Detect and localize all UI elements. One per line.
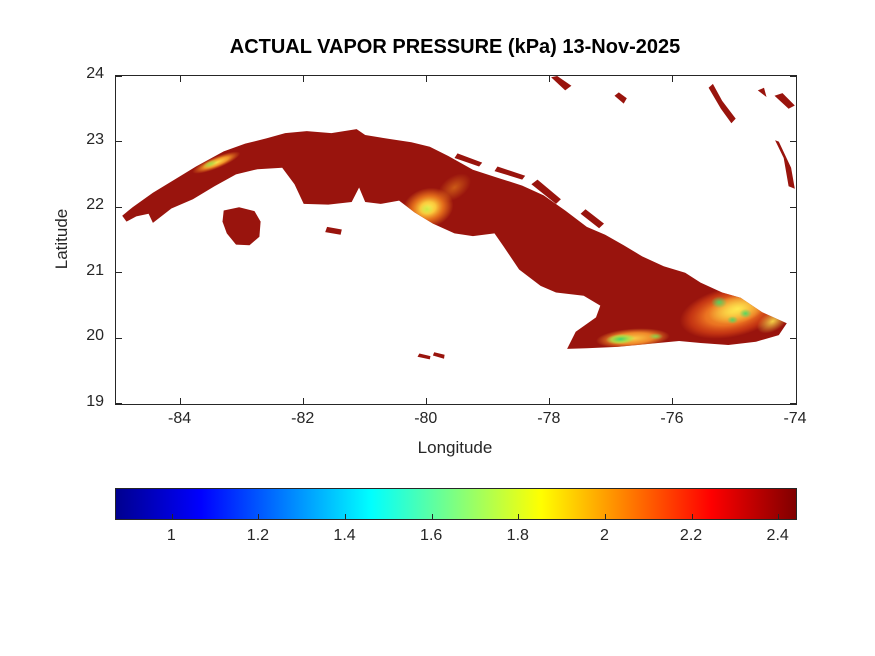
colorbar-tick-mark	[691, 514, 693, 519]
y-tick-mark	[790, 403, 796, 404]
colorbar-tick-label: 2.4	[766, 527, 789, 544]
colorbar-tick-mark	[604, 514, 606, 519]
colorbar-tick-mark	[171, 514, 173, 519]
x-tick-mark	[795, 76, 797, 82]
colorbar-tick-label: 1.4	[333, 527, 356, 544]
y-tick-label: 22	[86, 196, 104, 214]
colorbar	[115, 488, 797, 520]
island-cayo-romano	[531, 179, 561, 204]
y-tick-mark	[116, 337, 122, 339]
x-tick-mark	[303, 398, 305, 404]
y-tick-label: 24	[86, 65, 104, 82]
colorbar-tick-mark	[518, 514, 520, 519]
x-tick-mark	[303, 76, 305, 82]
chart-title: ACTUAL VAPOR PRESSURE (kPa) 13-Nov-2025	[229, 36, 681, 58]
x-tick-label: -76	[660, 410, 684, 427]
island-cayo-coco	[494, 166, 526, 180]
island-cayo-sabinal	[580, 209, 604, 229]
hotspot-east-green-3	[727, 316, 739, 324]
x-tick-label: -84	[168, 410, 192, 427]
x-tick-mark	[672, 398, 674, 404]
y-tick-mark	[790, 337, 796, 339]
island-cayos-villa-clara	[454, 153, 483, 167]
colorbar-tick-label: 1	[166, 527, 176, 544]
colorbar-tick-mark	[345, 514, 347, 519]
x-tick-label: -80	[414, 410, 438, 427]
y-tick-label: 21	[86, 261, 104, 279]
island-crooked-acklins	[775, 140, 795, 189]
x-axis-label: Longitude	[417, 438, 493, 457]
colorbar-tick-label: 1.8	[506, 527, 529, 544]
y-tick-mark	[116, 141, 122, 143]
hotspot-sierra-maestra-green-2	[648, 333, 664, 340]
y-tick-mark	[116, 76, 122, 77]
hotspot-escambray-ne	[438, 173, 471, 202]
x-tick-mark	[549, 76, 551, 82]
colorbar-tick-label: 1.2	[246, 527, 270, 544]
y-axis-label: Latitude	[52, 208, 71, 270]
cuba-main-island	[122, 129, 787, 349]
hotspot-east-green-1	[711, 296, 728, 309]
colorbar-tick-label: 2	[599, 527, 609, 544]
y-tick-mark	[116, 206, 122, 208]
island-little-cayman	[417, 353, 431, 360]
y-tick-mark	[790, 206, 796, 208]
y-tick-mark	[790, 141, 796, 143]
y-tick-label: 23	[86, 130, 104, 148]
x-tick-mark	[672, 76, 674, 82]
island-cayo-largo	[325, 226, 342, 235]
island-exuma-cay	[614, 92, 627, 104]
island-long-island-bahamas	[708, 83, 736, 124]
y-tick-mark	[116, 403, 122, 404]
x-tick-mark	[795, 398, 797, 404]
hotspot-east-green-2	[739, 308, 752, 319]
hotspot-pinar-ridge-green	[202, 159, 218, 169]
y-tick-label: 20	[86, 327, 104, 345]
hotspot-escambray-green	[420, 204, 434, 215]
y-tick-mark	[790, 76, 796, 77]
x-tick-mark	[180, 76, 182, 82]
y-tick-mark	[116, 272, 122, 274]
x-tick-label: -78	[537, 410, 561, 427]
x-tick-label: -82	[291, 410, 315, 427]
x-tick-label: -74	[783, 410, 807, 427]
colorbar-tick-label: 1.6	[420, 527, 443, 544]
y-tick-mark	[790, 272, 796, 274]
island-andros-tip	[551, 76, 572, 91]
island-rum-cay	[757, 87, 767, 97]
cuba-vapor-pressure-map	[122, 76, 795, 360]
colorbar-tick-mark	[258, 514, 260, 519]
colorbar-tick-label: 2.2	[679, 527, 703, 544]
plot-area	[115, 75, 797, 405]
x-tick-mark	[180, 398, 182, 404]
isla-de-la-juventud	[222, 207, 261, 246]
colorbar-tick-mark	[778, 514, 780, 519]
hotspot-sierra-maestra-green	[605, 333, 636, 345]
x-tick-mark	[426, 398, 428, 404]
x-tick-mark	[426, 76, 428, 82]
island-samana-cay	[774, 93, 795, 109]
colorbar-tick-mark	[431, 514, 433, 519]
island-cayman-brac	[432, 352, 445, 359]
y-tick-label: 19	[86, 393, 104, 410]
x-tick-mark	[549, 398, 551, 404]
